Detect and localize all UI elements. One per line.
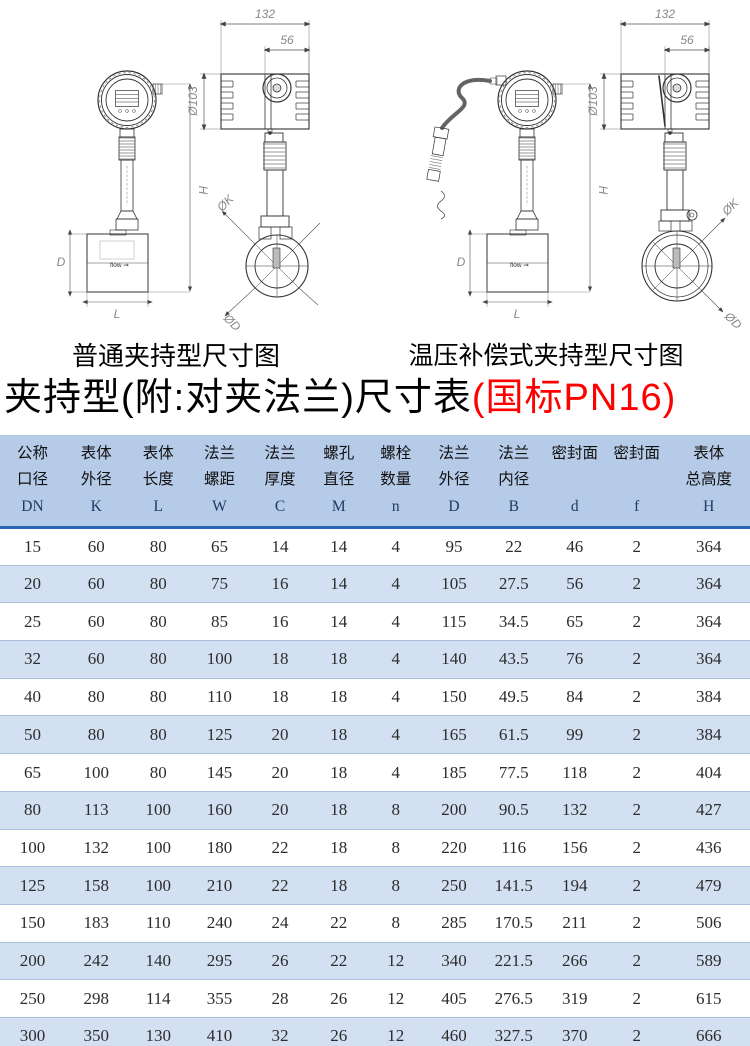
svg-text:ØK: ØK xyxy=(214,191,238,215)
svg-text:H: H xyxy=(196,186,210,195)
svg-text:ØD: ØD xyxy=(220,311,244,330)
svg-text:D: D xyxy=(457,255,466,269)
svg-text:Ø103: Ø103 xyxy=(186,86,200,117)
svg-text:56: 56 xyxy=(280,33,294,47)
svg-text:flow ⇒: flow ⇒ xyxy=(110,262,129,269)
svg-text:H: H xyxy=(596,186,610,195)
svg-text:flow ⇒: flow ⇒ xyxy=(510,262,529,269)
svg-text:132: 132 xyxy=(655,7,675,21)
svg-text:132: 132 xyxy=(255,7,275,21)
svg-text:ØD: ØD xyxy=(721,309,745,330)
svg-text:Ø103: Ø103 xyxy=(586,86,600,117)
svg-text:L: L xyxy=(514,307,521,321)
svg-text:L: L xyxy=(114,307,121,321)
svg-text:D: D xyxy=(57,255,66,269)
svg-text:ØK: ØK xyxy=(719,195,743,219)
svg-text:56: 56 xyxy=(680,33,694,47)
